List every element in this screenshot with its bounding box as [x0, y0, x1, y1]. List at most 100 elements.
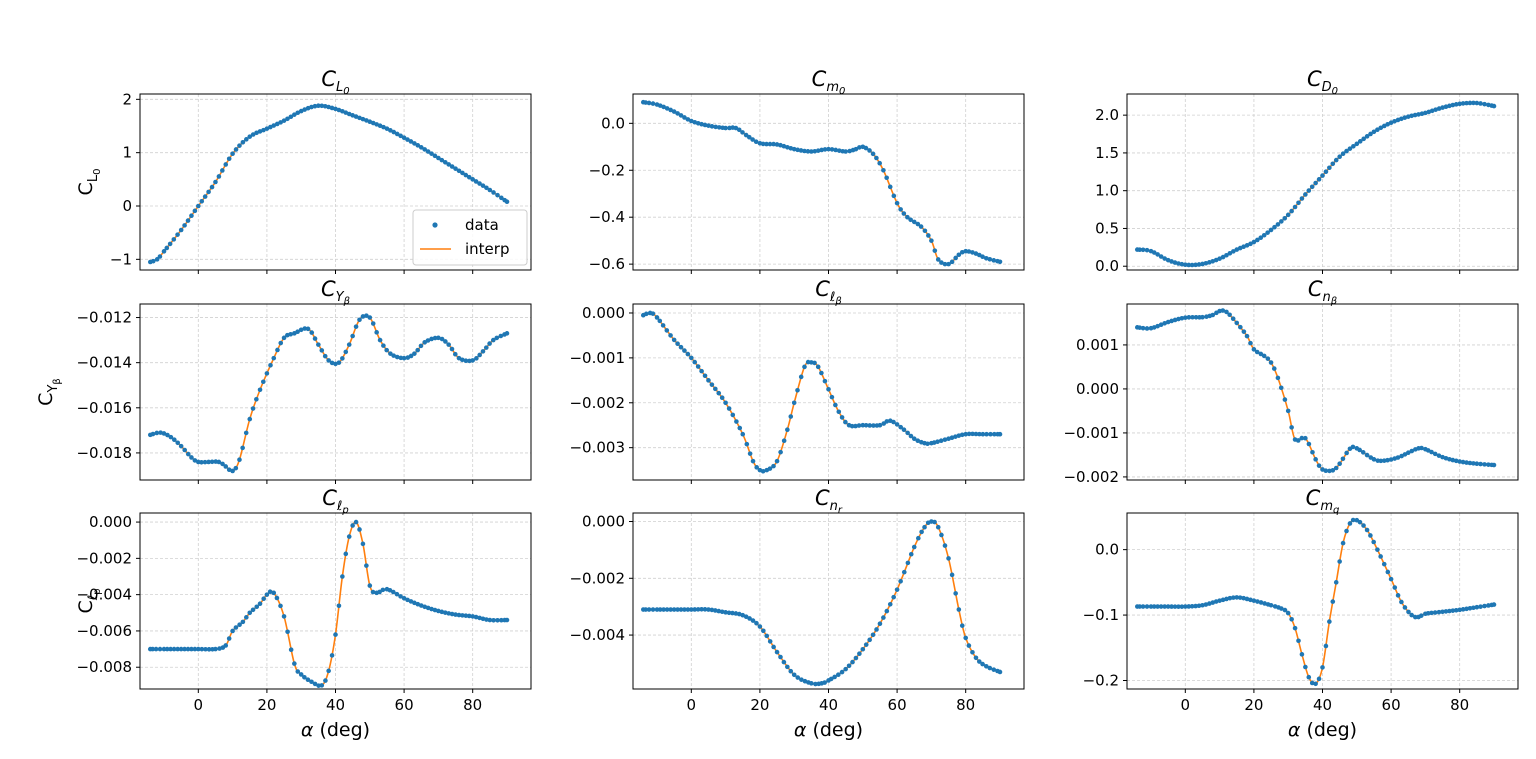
data-point: [192, 208, 198, 214]
panel-title-6: Cℓp: [322, 486, 348, 516]
data-point: [463, 172, 469, 178]
data-point: [678, 607, 684, 612]
data-point: [223, 464, 229, 469]
data-point: [1275, 222, 1281, 227]
data-point: [970, 650, 975, 655]
data-point: [364, 313, 369, 318]
data-point: [268, 363, 273, 368]
data-point: [1295, 438, 1301, 443]
data-point: [394, 354, 400, 360]
data-point: [1275, 375, 1281, 381]
data-point: [713, 124, 718, 130]
data-point: [643, 607, 648, 612]
data-point: [473, 614, 479, 620]
data-point: [1371, 129, 1377, 135]
data-point: [1234, 247, 1240, 252]
data-point: [1375, 547, 1380, 552]
y-tick-label: −0.002: [569, 394, 625, 412]
data-point: [798, 148, 804, 153]
data-point: [357, 527, 362, 532]
data-point: [1429, 610, 1434, 616]
data-point: [237, 622, 242, 627]
data-point: [463, 613, 469, 618]
data-point: [216, 459, 222, 465]
data-point: [233, 625, 239, 630]
data-point: [182, 447, 188, 453]
data-point: [781, 438, 787, 443]
data-point: [829, 394, 835, 400]
data-point: [750, 458, 756, 464]
data-point: [747, 451, 753, 456]
data-point: [963, 431, 968, 437]
data-point: [1179, 261, 1185, 267]
data-point: [730, 610, 735, 616]
data-point: [1357, 139, 1363, 144]
y-axis-label-base: C: [35, 393, 57, 406]
data-point: [384, 347, 389, 353]
data-point: [1482, 101, 1487, 107]
panel-title-subscript: ℓ: [336, 499, 342, 514]
data-point: [695, 607, 701, 612]
y-tick-label: 0.0: [601, 114, 625, 132]
data-point: [357, 317, 362, 323]
data-point: [795, 147, 800, 153]
data-point: [1478, 101, 1483, 106]
data-point: [213, 646, 218, 652]
axes-frame: [632, 512, 1025, 690]
data-point: [1151, 604, 1157, 609]
data-point: [949, 572, 955, 578]
data-point: [247, 134, 253, 139]
data-point: [887, 184, 893, 190]
data-point: [1230, 316, 1236, 322]
data-point: [919, 529, 924, 535]
data-point: [1385, 121, 1390, 127]
data-point: [1364, 134, 1370, 139]
data-point: [1388, 457, 1394, 462]
x-axis-label-0: α (deg): [301, 719, 370, 741]
data-point: [1460, 459, 1466, 465]
panel-title-subscript: D: [1322, 80, 1332, 95]
data-point: [774, 649, 780, 655]
data-point: [1316, 177, 1322, 182]
data-point: [822, 147, 828, 152]
data-point: [322, 103, 328, 109]
y-tick-label: −1: [110, 250, 132, 268]
data-point: [1330, 468, 1336, 473]
data-point: [446, 611, 451, 616]
data-point: [1429, 449, 1434, 455]
data-point: [1193, 315, 1199, 320]
x-axis-label-unit: (deg): [806, 719, 863, 741]
data-point: [319, 103, 325, 109]
data-point: [1453, 458, 1459, 464]
data-point: [709, 382, 715, 387]
data-point: [1447, 608, 1452, 614]
legend-interp-label: interp: [465, 240, 509, 258]
data-point: [1279, 606, 1284, 611]
data-point: [449, 611, 455, 617]
data-point: [1261, 353, 1267, 359]
data-point: [1254, 349, 1260, 355]
data-point: [785, 664, 790, 670]
data-point: [466, 613, 472, 619]
data-point: [987, 257, 993, 262]
data-point: [175, 646, 180, 652]
data-point: [237, 143, 242, 148]
data-point: [250, 607, 256, 613]
x-axis-label-2: α (deg): [1288, 719, 1357, 741]
data-point: [1392, 585, 1398, 590]
data-point: [932, 248, 938, 253]
data-point: [767, 141, 773, 147]
data-point: [1144, 326, 1150, 331]
data-point: [1361, 523, 1366, 528]
data-point: [1467, 460, 1473, 466]
data-point: [312, 336, 318, 341]
data-point: [723, 400, 728, 406]
data-point: [1340, 540, 1346, 546]
data-point: [744, 441, 750, 447]
data-point: [350, 333, 355, 339]
data-point: [991, 667, 997, 672]
data-point: [1140, 604, 1146, 609]
panel-title-subsubscript: 0: [343, 86, 349, 97]
data-point: [774, 142, 780, 147]
data-point: [1375, 127, 1380, 133]
